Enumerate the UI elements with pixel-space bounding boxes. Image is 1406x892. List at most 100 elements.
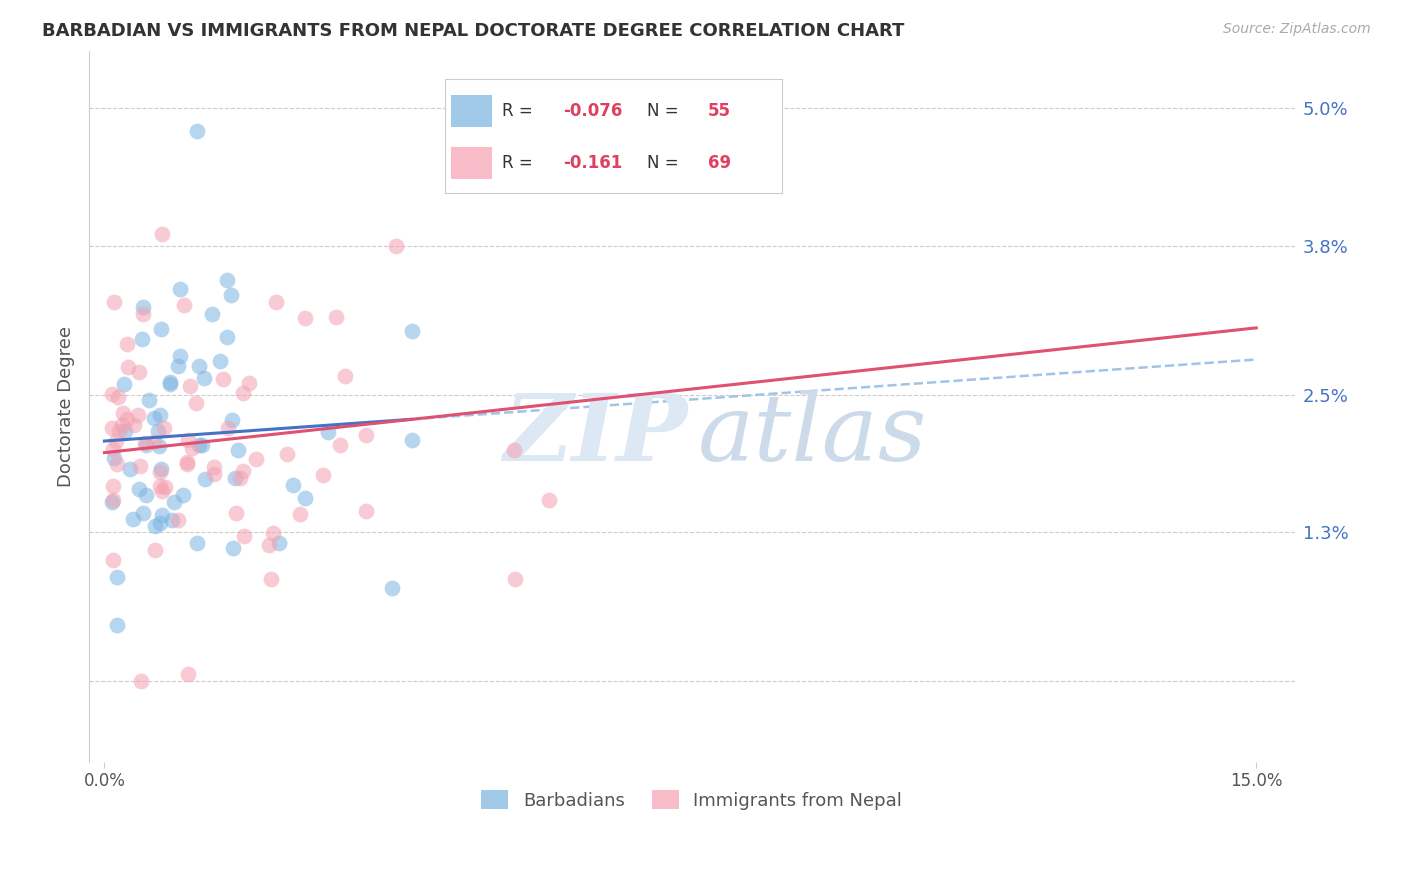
Point bbox=[114, 424, 136, 438]
Point bbox=[177, 666, 200, 681]
Point bbox=[312, 468, 335, 483]
Point bbox=[159, 375, 181, 389]
Point bbox=[172, 488, 194, 502]
Point bbox=[269, 536, 291, 550]
Point bbox=[212, 372, 235, 386]
Point bbox=[283, 478, 305, 492]
Point bbox=[381, 581, 404, 595]
Point bbox=[329, 438, 352, 452]
Point bbox=[149, 322, 172, 336]
Point bbox=[101, 479, 124, 493]
Point bbox=[356, 504, 378, 518]
Point bbox=[217, 330, 239, 344]
Point bbox=[127, 408, 149, 422]
Text: ZIP: ZIP bbox=[503, 390, 688, 480]
Text: atlas: atlas bbox=[697, 390, 927, 480]
Point bbox=[290, 507, 312, 521]
Point bbox=[385, 238, 408, 252]
Point bbox=[117, 360, 139, 375]
Point bbox=[173, 298, 195, 312]
Point bbox=[122, 512, 145, 526]
Point bbox=[503, 442, 526, 457]
Point bbox=[162, 513, 184, 527]
Point bbox=[184, 396, 207, 410]
Point bbox=[132, 308, 155, 322]
Point bbox=[107, 457, 129, 471]
Point bbox=[222, 541, 245, 556]
Point bbox=[245, 451, 267, 466]
Point bbox=[103, 451, 125, 466]
Point bbox=[138, 392, 160, 407]
Point bbox=[202, 467, 225, 481]
Point bbox=[166, 513, 188, 527]
Point bbox=[150, 508, 173, 522]
Point bbox=[131, 332, 153, 346]
Point bbox=[217, 273, 239, 287]
Point bbox=[169, 349, 191, 363]
Point bbox=[101, 494, 124, 508]
Point bbox=[188, 438, 211, 452]
Point bbox=[356, 428, 378, 442]
Point bbox=[169, 281, 191, 295]
Point bbox=[155, 480, 177, 494]
Point bbox=[128, 365, 150, 379]
Point bbox=[117, 412, 139, 426]
Point bbox=[101, 493, 124, 508]
Point bbox=[150, 227, 173, 241]
Point bbox=[105, 618, 128, 632]
Point bbox=[186, 124, 208, 138]
Point bbox=[122, 418, 145, 433]
Point bbox=[150, 462, 173, 476]
Text: Source: ZipAtlas.com: Source: ZipAtlas.com bbox=[1223, 22, 1371, 37]
Point bbox=[316, 425, 339, 439]
Point bbox=[228, 471, 250, 485]
Point bbox=[101, 421, 124, 435]
Point bbox=[111, 406, 134, 420]
Point bbox=[208, 354, 231, 368]
Point bbox=[401, 433, 423, 447]
Point bbox=[105, 434, 128, 448]
Point bbox=[176, 433, 198, 447]
Point bbox=[149, 465, 172, 479]
Point bbox=[149, 408, 172, 422]
Point bbox=[143, 543, 166, 558]
Point bbox=[143, 435, 166, 450]
Point bbox=[108, 424, 131, 438]
Point bbox=[143, 411, 166, 425]
Point bbox=[128, 482, 150, 496]
Point bbox=[276, 447, 298, 461]
Point bbox=[257, 538, 280, 552]
Point bbox=[201, 308, 224, 322]
Point bbox=[179, 379, 201, 393]
Point bbox=[176, 454, 198, 468]
Point bbox=[150, 483, 173, 498]
Point bbox=[401, 324, 423, 338]
Point bbox=[166, 359, 188, 373]
Point bbox=[226, 442, 249, 457]
Point bbox=[503, 572, 526, 586]
Point bbox=[187, 359, 209, 373]
Point bbox=[146, 425, 169, 439]
Point bbox=[225, 506, 247, 520]
Point bbox=[105, 570, 128, 584]
Point bbox=[238, 376, 260, 391]
Point bbox=[134, 435, 156, 450]
Point bbox=[194, 472, 217, 486]
Point bbox=[325, 310, 347, 324]
Point bbox=[153, 421, 176, 435]
Point bbox=[112, 376, 135, 391]
Point bbox=[294, 491, 316, 506]
Point bbox=[148, 439, 170, 453]
Point bbox=[148, 479, 170, 493]
Point bbox=[101, 553, 124, 567]
Point bbox=[176, 457, 198, 471]
Point bbox=[129, 674, 152, 689]
Point bbox=[163, 495, 186, 509]
Point bbox=[131, 506, 153, 520]
Point bbox=[232, 464, 254, 478]
Point bbox=[333, 368, 356, 383]
Point bbox=[221, 288, 243, 302]
Point bbox=[221, 413, 243, 427]
Point bbox=[193, 371, 215, 385]
Point bbox=[217, 420, 239, 434]
